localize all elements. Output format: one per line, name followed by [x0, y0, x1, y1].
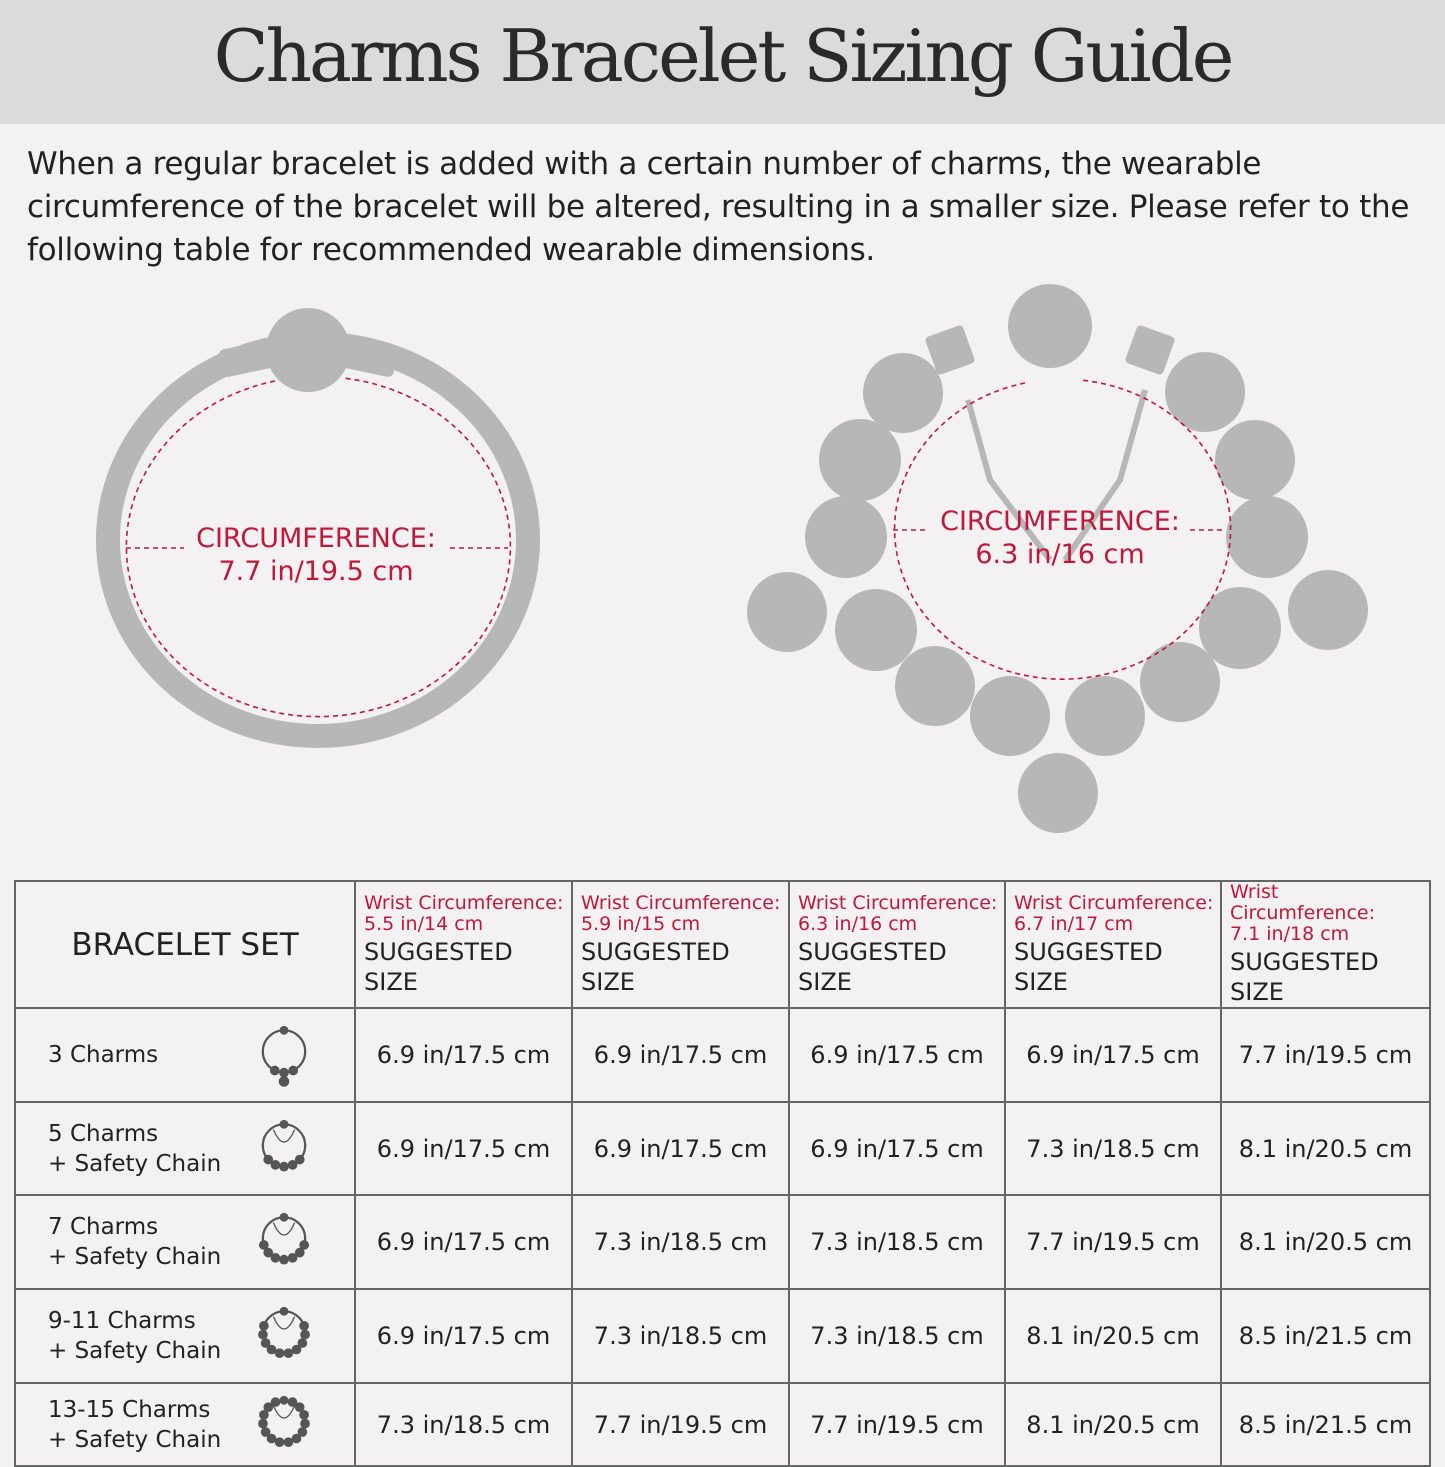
suggested-size-cell: 7.7 in/19.5 cm: [571, 1382, 790, 1467]
bracelet-5-charms-icon: [261, 1119, 307, 1171]
bracelet-set-cell: 9-11 Charms + Safety Chain: [14, 1288, 356, 1384]
charm-count: 3 Charms: [48, 1042, 159, 1068]
wrist-value: 6.3 in/16 cm: [798, 912, 918, 935]
bracelet-13-15-charms-icon: [258, 1395, 310, 1447]
suggested-size-cell: 6.9 in/17.5 cm: [788, 1101, 1006, 1196]
suggested-size-cell: 6.9 in/17.5 cm: [1004, 1007, 1222, 1103]
table-row: 5 Charms + Safety Chain 6.9 in/17.5 cm 6.…: [14, 1101, 1431, 1196]
sizing-table: BRACELET SET Wrist Circumference: 5.5 in/…: [14, 880, 1431, 1467]
suggested-size-cell: 7.7 in/19.5 cm: [788, 1382, 1006, 1467]
bracelet-set-label: 13-15 Charms + Safety Chain: [48, 1395, 221, 1455]
charm-count: 5 Charms: [48, 1120, 159, 1147]
bracelet-3-charms-icon: [261, 1025, 307, 1087]
suggested-size-cell: 8.1 in/20.5 cm: [1220, 1101, 1431, 1196]
table-row: 13-15 Charms + Safety Chain 7.3 in/18.5 …: [14, 1382, 1431, 1467]
safety-chain-note: + Safety Chain: [48, 1244, 222, 1270]
suggested-size-cell: 7.3 in/18.5 cm: [788, 1288, 1006, 1384]
suggested-size-cell: 6.9 in/17.5 cm: [571, 1101, 790, 1196]
wrist-label: Wrist Circumference:: [364, 891, 564, 914]
wrist-value: 5.9 in/15 cm: [581, 912, 701, 935]
suggested-size-cell: 7.7 in/19.5 cm: [1004, 1194, 1222, 1290]
column-header: Wrist Circumference: 5.9 in/15 cm SUGGESTE…: [571, 880, 790, 1009]
circumference-value: 7.7 in/19.5 cm: [218, 556, 414, 587]
suggested-size-label: SUGGESTED SIZE: [581, 937, 730, 996]
column-header: Wrist Circumference: 6.3 in/16 cm SUGGESTE…: [788, 880, 1006, 1009]
column-header: Wrist Circumference: 6.7 in/17 cm SUGGESTE…: [1004, 880, 1222, 1009]
table-row: 7 Charms + Safety Chain 6.9 in/17.5 cm 7.…: [14, 1194, 1431, 1290]
wrist-label: Wrist Circumference:: [1014, 891, 1214, 914]
title-banner: Charms Bracelet Sizing Guide: [0, 0, 1445, 124]
suggested-size-cell: 8.5 in/21.5 cm: [1220, 1288, 1431, 1384]
charm-bracelet-illustration: [747, 284, 1368, 833]
suggested-size-cell: 6.9 in/17.5 cm: [354, 1101, 573, 1196]
suggested-size-label: SUGGESTED SIZE: [1014, 937, 1163, 996]
bracelet-set-header: BRACELET SET: [14, 880, 356, 1009]
suggested-size-cell: 8.5 in/21.5 cm: [1220, 1382, 1431, 1467]
suggested-size-cell: 7.3 in/18.5 cm: [571, 1194, 790, 1290]
suggested-size-label: SUGGESTED SIZE: [1230, 948, 1379, 1006]
suggested-size-cell: 7.3 in/18.5 cm: [1004, 1101, 1222, 1196]
circumference-label-plain: CIRCUMFERENCE: 7.7 in/19.5 cm: [176, 522, 456, 588]
suggested-size-cell: 8.1 in/20.5 cm: [1004, 1288, 1222, 1384]
charm-count: 9-11 Charms: [48, 1308, 196, 1334]
safety-chain-note: + Safety Chain: [48, 1426, 222, 1453]
circumference-value: 6.3 in/16 cm: [975, 539, 1145, 570]
suggested-size-cell: 7.3 in/18.5 cm: [788, 1194, 1006, 1290]
plain-bracelet-illustration: [96, 308, 540, 748]
wrist-label: Wrist Circumference:: [581, 891, 781, 914]
suggested-size-cell: 7.3 in/18.5 cm: [354, 1382, 573, 1467]
bracelet-9-11-charms-icon: [258, 1306, 310, 1359]
table-row: 3 Charms 6.9 in/17.5 cm 6.9 in/17.5 cm 6.9…: [14, 1007, 1431, 1103]
table-row: 9-11 Charms + Safety Chain 6.9 in/17.5 c…: [14, 1288, 1431, 1384]
wrist-label: Wrist Circumference:: [798, 891, 998, 914]
bracelet-set-label: 7 Charms + Safety Chain: [48, 1212, 221, 1272]
suggested-size-cell: 7.3 in/18.5 cm: [571, 1288, 790, 1384]
bracelet-set-label: 3 Charms: [48, 1040, 158, 1070]
safety-chain-note: + Safety Chain: [48, 1150, 222, 1177]
bracelet-set-label: 5 Charms + Safety Chain: [48, 1119, 221, 1179]
suggested-size-cell: 8.1 in/20.5 cm: [1004, 1382, 1222, 1467]
circumference-label-charms: CIRCUMFERENCE: 6.3 in/16 cm: [920, 505, 1200, 571]
bracelet-set-cell: 7 Charms + Safety Chain: [14, 1194, 356, 1290]
page-title: Charms Bracelet Sizing Guide: [213, 14, 1235, 98]
column-header: Wrist Circumference: 7.1 in/18 cm SUGGESTE…: [1220, 880, 1431, 1009]
suggested-size-cell: 6.9 in/17.5 cm: [354, 1288, 573, 1384]
safety-chain-note: + Safety Chain: [48, 1338, 222, 1364]
wrist-value: 6.7 in/17 cm: [1014, 912, 1134, 935]
suggested-size-label: SUGGESTED SIZE: [364, 937, 513, 996]
suggested-size-cell: 6.9 in/17.5 cm: [354, 1194, 573, 1290]
intro-text: When a regular bracelet is added with a …: [27, 146, 1410, 268]
table-header-row: BRACELET SET Wrist Circumference: 5.5 in/…: [14, 880, 1431, 1009]
suggested-size-cell: 7.7 in/19.5 cm: [1220, 1007, 1431, 1103]
bracelet-set-label: 9-11 Charms + Safety Chain: [48, 1306, 221, 1366]
suggested-size-label: SUGGESTED SIZE: [798, 937, 947, 996]
bracelet-set-cell: 3 Charms: [14, 1007, 356, 1103]
bracelet-set-cell: 13-15 Charms + Safety Chain: [14, 1382, 356, 1467]
column-header: Wrist Circumference: 5.5 in/14 cm SUGGESTE…: [354, 880, 573, 1009]
suggested-size-cell: 6.9 in/17.5 cm: [571, 1007, 790, 1103]
wrist-value: 5.5 in/14 cm: [364, 912, 484, 935]
circumference-title: CIRCUMFERENCE:: [940, 506, 1180, 537]
suggested-size-cell: 6.9 in/17.5 cm: [354, 1007, 573, 1103]
charm-count: 7 Charms: [48, 1214, 159, 1240]
suggested-size-cell: 6.9 in/17.5 cm: [788, 1007, 1006, 1103]
suggested-size-cell: 8.1 in/20.5 cm: [1220, 1194, 1431, 1290]
bracelet-diagrams: [96, 284, 1368, 833]
wrist-label: Wrist Circumference:: [1230, 881, 1375, 924]
bracelet-7-charms-icon: [258, 1212, 310, 1265]
wrist-value: 7.1 in/18 cm: [1230, 923, 1350, 945]
charm-count: 13-15 Charms: [48, 1396, 211, 1423]
circumference-title: CIRCUMFERENCE:: [196, 523, 436, 554]
bracelet-set-cell: 5 Charms + Safety Chain: [14, 1101, 356, 1196]
